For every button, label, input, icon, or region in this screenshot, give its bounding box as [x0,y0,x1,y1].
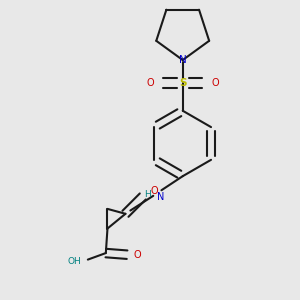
Text: S: S [179,78,187,88]
Text: H: H [144,190,151,199]
Text: O: O [150,186,158,196]
Text: O: O [146,78,154,88]
Text: O: O [133,250,141,260]
Text: O: O [212,78,219,88]
Text: N: N [179,55,187,65]
Text: N: N [157,192,164,202]
Text: OH: OH [68,257,81,266]
